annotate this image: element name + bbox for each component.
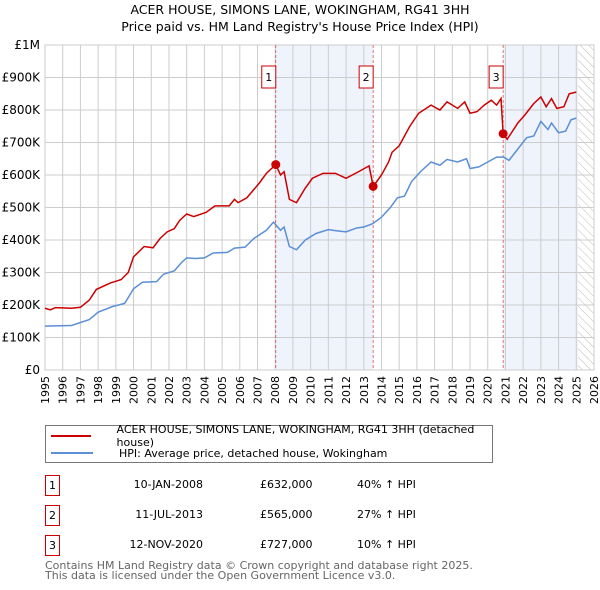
y-tick-label: £0 <box>25 363 40 377</box>
x-tick-label: 2004 <box>198 376 211 404</box>
legend-blue-line <box>51 452 93 454</box>
x-tick-label: 2019 <box>464 376 477 404</box>
sale-date: 11-JUL-2013 <box>135 508 203 521</box>
y-tick-label: £100K <box>2 331 42 345</box>
sale-label-box <box>488 65 504 89</box>
sale-label-box <box>358 65 374 89</box>
sale-point <box>498 129 508 139</box>
y-tick-label: £600K <box>2 168 42 182</box>
x-tick-label: 1997 <box>74 376 87 404</box>
x-tick-label: 2021 <box>499 376 512 404</box>
y-tick-label: £200K <box>2 298 42 312</box>
sale-label-box <box>261 65 277 89</box>
table-row: 1 10-JAN-2008 £632,000 40% ↑ HPI <box>45 475 465 496</box>
x-tick-label: 2007 <box>252 376 265 404</box>
chart-plot: 1995 1996 1997 1998 1999 2000 2001 2002 2003 2004… <box>2 38 600 404</box>
chart-subtitle: Price paid vs. HM Land Registry's House … <box>121 19 479 34</box>
x-tick-label: 2024 <box>553 376 566 404</box>
x-tick-label: 2003 <box>181 376 194 404</box>
table-row: 2 11-JUL-2013 £565,000 27% ↑ HPI <box>45 505 465 526</box>
hpi-line <box>44 117 577 327</box>
x-tick-label: 2017 <box>429 376 442 404</box>
y-tick-label: £300K <box>2 266 42 280</box>
sale-date: 10-JAN-2008 <box>133 478 203 491</box>
x-tick-label: 2020 <box>482 376 495 404</box>
x-tick-label: 2018 <box>446 376 459 404</box>
x-tick-label: 2026 <box>588 376 600 404</box>
x-tick-label: 2010 <box>305 376 318 404</box>
x-tick-label: 2015 <box>393 376 406 404</box>
sale-hpi: 10% ↑ HPI <box>357 538 416 551</box>
x-tick-label: 2006 <box>234 376 247 404</box>
legend-red-label: ACER HOUSE, SIMONS LANE, WOKINGHAM, RG41… <box>116 423 475 449</box>
y-tick-label: £500K <box>2 201 42 215</box>
legend-red-line <box>51 435 91 437</box>
x-tick-label: 2016 <box>411 376 424 404</box>
sale-marker-badge: 2 <box>45 505 60 526</box>
sale-date: 12-NOV-2020 <box>129 538 203 551</box>
legend-blue-label: HPI: Average price, detached house, Woki… <box>119 446 388 460</box>
sale-point <box>368 181 378 191</box>
y-tick-label: £800K <box>2 103 42 117</box>
x-tick-label: 1998 <box>92 376 105 404</box>
x-tick-label: 2014 <box>375 376 388 404</box>
x-tick-label: 2005 <box>216 376 229 404</box>
sale-hpi: 27% ↑ HPI <box>357 508 416 521</box>
chart-title: ACER HOUSE, SIMONS LANE, WOKINGHAM, RG41… <box>130 2 470 17</box>
x-tick-label: 1999 <box>110 376 123 404</box>
sale-marker-badge: 3 <box>45 535 60 556</box>
sale-label: 3 <box>493 71 500 84</box>
sale-point <box>271 160 281 170</box>
sale-price: £632,000 <box>260 478 313 491</box>
plot-frame <box>44 44 595 371</box>
x-tick-label: 1995 <box>39 376 52 404</box>
x-tick-label: 2008 <box>269 376 282 404</box>
y-tick-label: £700K <box>2 136 42 150</box>
x-tick-label: 2012 <box>340 376 353 404</box>
sale-price: £727,000 <box>260 538 313 551</box>
x-tick-label: 2013 <box>358 376 371 404</box>
x-tick-label: 2025 <box>570 376 583 404</box>
y-tick-label: £900K <box>2 71 42 85</box>
y-tick-label: £400K <box>2 233 42 247</box>
x-tick-label: 2009 <box>287 376 300 404</box>
x-tick-label: 2002 <box>163 376 176 404</box>
x-tick-label: 2001 <box>145 376 158 404</box>
x-tick-label: 2011 <box>322 376 335 404</box>
y-tick-label: £1M <box>14 38 40 52</box>
x-tick-label: 2022 <box>517 376 530 404</box>
sale-label: 1 <box>265 71 272 84</box>
x-tick-label: 2000 <box>128 376 141 404</box>
sale-hpi: 40% ↑ HPI <box>357 478 416 491</box>
price-paid-line <box>44 91 577 311</box>
x-tick-label: 1996 <box>57 376 70 404</box>
footer-licence: This data is licensed under the Open Gov… <box>45 569 396 582</box>
sale-marker-badge: 1 <box>45 475 60 496</box>
table-row: 3 12-NOV-2020 £727,000 10% ↑ HPI <box>45 535 465 556</box>
footer-copyright: Contains HM Land Registry data © Crown c… <box>45 559 473 572</box>
sale-price: £565,000 <box>260 508 313 521</box>
legend: ACER HOUSE, SIMONS LANE, WOKINGHAM, RG41… <box>45 423 493 463</box>
x-tick-label: 2023 <box>535 376 548 404</box>
sale-label: 2 <box>363 71 370 84</box>
